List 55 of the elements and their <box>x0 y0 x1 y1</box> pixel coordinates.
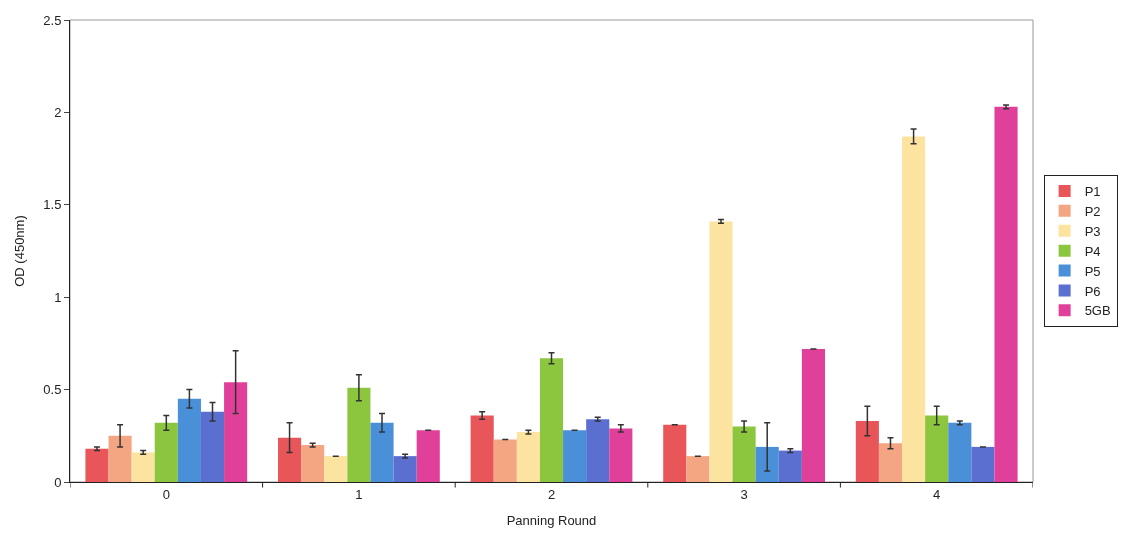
legend-label: P1 <box>1084 184 1101 200</box>
bar <box>493 439 517 482</box>
x-tick-label: 3 <box>740 486 748 502</box>
y-axis-title: OD (450nm) <box>12 215 28 287</box>
legend-label: P5 <box>1084 263 1101 279</box>
y-tick-label: 2.5 <box>43 12 62 28</box>
legend-label: P3 <box>1084 223 1101 239</box>
bar <box>539 358 564 482</box>
bar <box>278 437 302 482</box>
bar <box>200 411 225 482</box>
bar <box>686 456 710 482</box>
bar <box>994 106 1018 482</box>
bar <box>224 382 248 482</box>
bar <box>755 446 779 482</box>
x-tick-label: 4 <box>933 486 941 502</box>
bar <box>586 419 610 482</box>
bar <box>732 426 756 482</box>
x-tick-label: 1 <box>355 486 363 502</box>
bar <box>948 422 972 482</box>
bar <box>516 432 540 482</box>
bar <box>301 445 325 482</box>
legend-label: P4 <box>1084 243 1101 259</box>
bar <box>925 415 949 482</box>
bar <box>324 456 348 482</box>
bar <box>108 435 132 482</box>
y-tick-label: 0 <box>54 474 62 490</box>
bar <box>902 136 926 482</box>
bar <box>416 430 440 482</box>
bar <box>609 428 633 482</box>
x-tick-label: 0 <box>162 486 170 502</box>
bar <box>177 398 201 482</box>
x-tick-label: 2 <box>547 486 556 502</box>
bar <box>131 452 155 482</box>
bar <box>971 446 995 482</box>
y-tick-label: 0.5 <box>43 382 62 398</box>
bar <box>154 422 178 482</box>
bar <box>663 424 687 482</box>
legend-label: P2 <box>1084 203 1101 219</box>
bar <box>563 430 587 482</box>
y-tick-label: 2 <box>54 104 62 120</box>
legend-label: 5GB <box>1084 303 1111 319</box>
bar <box>370 422 394 482</box>
y-tick-label: 1 <box>54 289 62 305</box>
legend-label: P6 <box>1084 283 1101 299</box>
x-axis-title: Panning Round <box>506 513 597 529</box>
bar <box>347 387 371 482</box>
bar <box>878 443 903 482</box>
bar <box>470 415 494 482</box>
bar <box>801 348 825 482</box>
bar <box>393 456 417 482</box>
bar <box>85 448 109 482</box>
y-tick-label: 1.5 <box>43 197 62 213</box>
bar <box>855 421 879 482</box>
bar <box>709 221 733 482</box>
bar <box>778 450 802 482</box>
